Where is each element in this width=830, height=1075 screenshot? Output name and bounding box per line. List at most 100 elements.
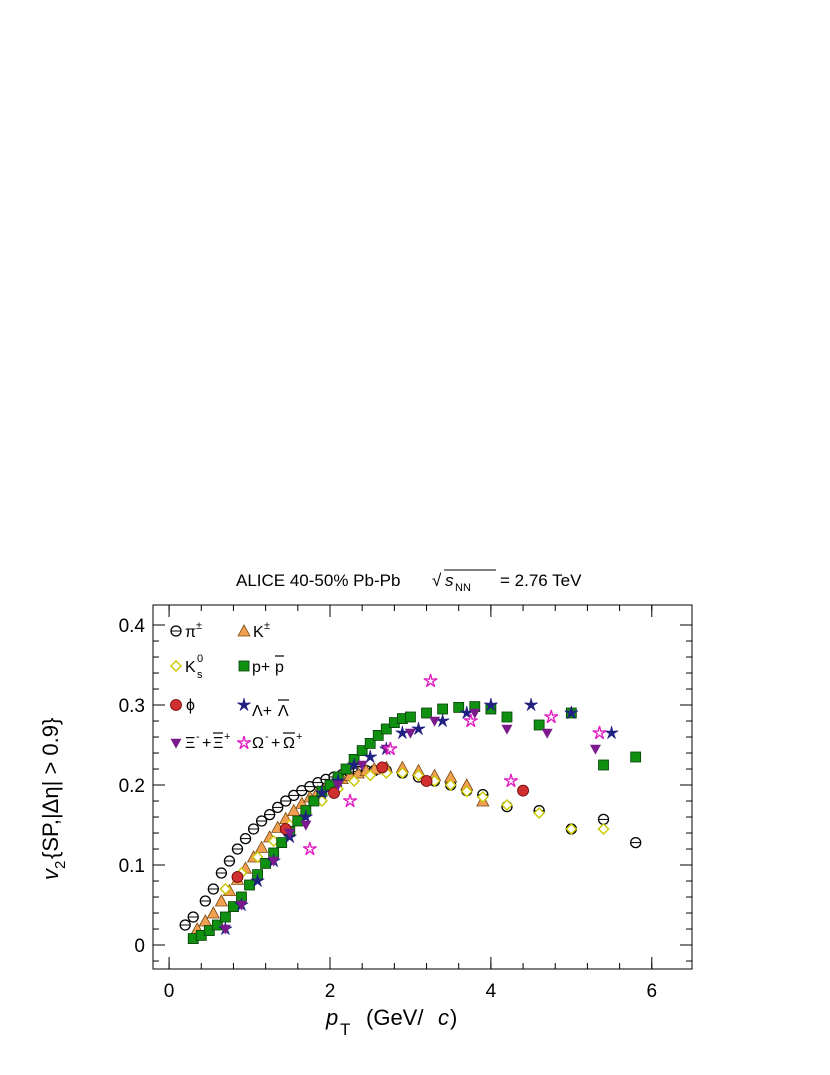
data-point [589,744,601,755]
legend-label-k-sup: ± [264,620,270,632]
data-point [453,702,465,713]
data-point [254,840,269,853]
data-point [420,775,433,787]
data-point [597,823,610,835]
legend-label-lambda-bar: Λ [278,703,289,720]
data-point [503,773,519,788]
data-point [437,703,449,715]
data-point [203,925,215,936]
legend-entry-k: K ± [237,620,270,641]
x-axis-title-unit-open: (GeV/ [366,1005,424,1030]
data-point [332,780,344,791]
data-point [500,799,513,811]
data-point [564,705,579,719]
data-point [533,807,546,819]
legend-label-lambda: Λ+ [252,703,272,720]
data-point [228,901,239,912]
data-point [411,721,426,735]
legend-marker [170,625,182,637]
legend-label-xi: Ξ [185,735,195,752]
legend-label-pi-sup: ± [196,620,202,632]
data-point [597,813,610,826]
title-energy: = 2.76 TeV [500,571,582,590]
data-point [630,751,642,763]
data-point [206,906,221,919]
x-tick-label: 6 [646,981,657,1002]
legend-marker [170,660,182,672]
data-point [463,713,478,728]
data-point [363,749,378,763]
series-7 [302,673,607,856]
data-point [476,791,489,803]
y-tick-label: 0.1 [119,856,145,877]
legend: π ± K ± K 0 s p+ p ϕ Λ+ Λ [170,620,302,752]
data-point [263,808,276,821]
data-point [404,728,416,739]
legend-marker-k0s [170,660,182,672]
legend-label-xi-sup: - [196,731,200,743]
legend-marker [237,697,251,711]
legend-label-omega-sup: - [265,731,269,743]
data-point [268,856,280,867]
data-point [364,769,377,782]
y-tick-label: 0.3 [119,696,145,717]
data-point [247,823,260,835]
data-point [501,724,513,735]
data-point [199,895,211,907]
legend-entry-proton: p+ p [238,655,284,676]
data-point [533,719,545,731]
data-point [356,745,368,756]
legend-marker [170,699,182,711]
data-point [592,725,607,740]
data-point [343,793,358,808]
data-point [524,697,538,711]
data-point [315,785,329,799]
data-point [348,775,361,787]
legend-label-xi-plus: + [202,735,211,752]
x-axis: 0 2 4 6 [164,605,657,1002]
data-point [219,883,232,895]
legend-label-proton: p+ [252,659,270,676]
x-axis-title: p T (GeV/ c ) [325,1005,457,1039]
data-point [604,725,619,739]
data-point [251,851,264,863]
data-layer [179,673,642,944]
data-point [340,763,352,775]
data-point [284,828,296,839]
data-point [276,837,288,848]
x-axis-title-unit-close: ) [450,1005,457,1030]
legend-label-k: K [253,624,264,641]
data-point [296,784,308,797]
legend-marker [238,660,250,672]
series-5 [218,697,619,935]
legend-label-k0s-sup: 0 [197,653,203,665]
series-0 [179,764,642,931]
data-point [469,708,481,719]
legend-marker-lambda [237,697,251,711]
data-point [421,707,432,719]
x-axis-title-c: c [438,1005,449,1030]
data-point [302,841,317,856]
data-point [376,761,389,774]
data-point [223,855,236,867]
data-point [412,769,425,782]
legend-label-omega-plus: + [271,735,280,752]
legend-entry-lambda: Λ+ Λ [237,697,289,720]
legend-marker-phi [170,699,182,711]
legend-label-pi: π [185,624,196,641]
legend-marker-xi [170,738,182,749]
data-point [541,728,553,739]
data-point [484,697,498,711]
legend-label-omega: Ω [252,735,264,752]
data-point [215,867,228,879]
data-point [219,924,231,935]
legend-entry-pi: π ± [170,620,202,641]
y-axis-title-rest: {SP,|Δη| > 0.9} [38,718,63,859]
data-point [288,789,300,802]
data-point [280,795,292,807]
data-point [231,871,244,883]
y-axis-title-v: v [38,867,63,880]
data-point [272,801,284,814]
y-axis-title-sub: 2 [52,861,69,869]
